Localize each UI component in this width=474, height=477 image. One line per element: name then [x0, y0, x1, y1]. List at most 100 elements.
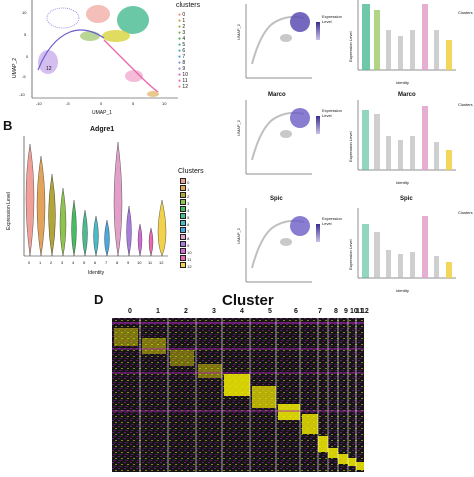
- violin-b-legend-item: 10: [180, 248, 220, 255]
- heatmap-col-label: 10: [350, 308, 358, 315]
- feature-violin-2: [356, 100, 456, 174]
- umap-y-tick-2: 0: [26, 54, 29, 59]
- umap-y-tick-4: -10: [19, 92, 25, 97]
- umap-legend-item: ● 9: [178, 66, 186, 72]
- umap-legend-item: ● 2: [178, 24, 186, 30]
- feature-umap-1-y: UMAP_2: [236, 23, 241, 40]
- feature-title-3: Spic: [270, 196, 283, 202]
- umap-x-tick-2: 0: [100, 101, 103, 106]
- umap-y-tick-0: 10: [22, 10, 27, 15]
- feature-violin-1: [356, 0, 456, 74]
- violin-b-legend-item: 5: [180, 213, 220, 220]
- panel-letter-d: D: [94, 292, 104, 307]
- feature-violin-1-x: Identity: [396, 80, 409, 85]
- violin-b-x-tick: 2: [50, 260, 53, 265]
- heatmap-col-label: 7: [318, 308, 322, 315]
- feature-violin-1-legend: Clusters: [458, 10, 473, 15]
- violin-b-x-tick: 1: [39, 260, 42, 265]
- heatmap-col-label: 11: [356, 308, 364, 315]
- umap-legend-item: ● 11: [178, 78, 188, 84]
- feature-umap-2: [242, 100, 312, 180]
- umap-legend-item: ● 6: [178, 48, 186, 54]
- heatmap-col-label: 9: [344, 308, 348, 315]
- umap-label-12: 12: [46, 66, 52, 72]
- umap-x-label: UMAP_1: [92, 110, 113, 116]
- violin-b-svg: [23, 136, 168, 257]
- heatmap-col-label: 6: [294, 308, 298, 315]
- panel-a-umap: 12 UMAP_1 UMAP_2 -10 -5 0 5 10 10 5 0 -5…: [8, 0, 238, 118]
- violin-b-x-tick: 3: [61, 260, 64, 265]
- violin-b-x-tick: 7: [105, 260, 108, 265]
- violin-b-legend-item: 3: [180, 199, 220, 206]
- heatmap-svg: [112, 318, 364, 472]
- feature-umap-3-y: UMAP_2: [236, 227, 241, 244]
- umap-legend-item: ● 3: [178, 30, 186, 36]
- umap-legend-item: ● 0: [178, 12, 186, 18]
- violin-b-x-tick: 8: [116, 260, 119, 265]
- violin-b-legend-item: 2: [180, 192, 220, 199]
- violin-b-x-ticks: 0 1 2 3 4 5 6 7 8 9 10 11 12: [26, 260, 176, 268]
- feature-legend-bar-2: [316, 116, 320, 134]
- violin-b-legend-item: 6: [180, 220, 220, 227]
- feature-violin-3-legend: Clusters: [458, 210, 473, 215]
- feature-legend-2: Expression Level: [322, 108, 342, 118]
- feature-violin-2-y: Expression Level: [348, 131, 353, 162]
- violin-b-plot: [18, 136, 168, 260]
- umap-legend-item: ● 7: [178, 54, 186, 60]
- umap-legend-item: ● 12: [178, 84, 188, 90]
- violin-b-x-tick: 9: [127, 260, 130, 265]
- violin-b-legend-title: Clusters: [178, 168, 204, 175]
- panel-letter-b: B: [3, 118, 13, 133]
- violin-b-x-tick: 4: [72, 260, 75, 265]
- violin-b-x-tick: 5: [83, 260, 86, 265]
- heatmap-grid: [112, 318, 364, 472]
- feature-violin-2-x: Identity: [396, 180, 409, 185]
- violin-b-legend-item: 8: [180, 234, 220, 241]
- feature-violin-3-x: Identity: [396, 288, 409, 293]
- umap-scatter: 12: [31, 0, 178, 99]
- feature-violin-3-y: Expression Level: [348, 239, 353, 270]
- heatmap-col-label: 8: [334, 308, 338, 315]
- heatmap-col-label: 3: [212, 308, 216, 315]
- heatmap-col-label: 5: [268, 308, 272, 315]
- feature-violin-3: [356, 208, 456, 282]
- umap-y-label: UMAP_2: [12, 57, 18, 78]
- violin-b-x-tick: 6: [94, 260, 97, 265]
- heatmap-column-labels: 0 1 2 3 4 5 6 7 8 9 10 11 12: [112, 308, 369, 318]
- feature-legend-3: Expression Level: [322, 216, 342, 226]
- feature-row-3: Spic Spic UMAP_2 Expression Level Expres…: [236, 196, 474, 300]
- violin-b-legend-item: 12: [180, 262, 220, 269]
- violin-b-legend-item: 9: [180, 241, 220, 248]
- feature-legend-bar-1: [316, 22, 320, 40]
- violin-b-legend-item: 4: [180, 206, 220, 213]
- umap-x-tick-4: 10: [162, 101, 167, 106]
- umap-legend-title: clusters: [176, 2, 201, 9]
- heatmap-col-label: 2: [184, 308, 188, 315]
- umap-legend-item: ● 10: [178, 72, 188, 78]
- umap-x-tick-0: -10: [36, 101, 42, 106]
- violin-b-legend-item: 7: [180, 227, 220, 234]
- violin-b-x-label: Identity: [88, 270, 105, 276]
- umap-x-tick-3: 5: [132, 101, 135, 106]
- heatmap-col-label: 0: [128, 308, 132, 315]
- umap-x-tick-1: -5: [66, 101, 70, 106]
- feature-row-2: Marco Marco UMAP_2 Expression Level Expr…: [236, 92, 474, 196]
- feature-violin-1-y: Expression Level: [348, 31, 353, 62]
- violin-b-x-tick: 0: [28, 260, 31, 265]
- feature-row-1: UMAP_2 Expression Level Expression Level…: [236, 0, 474, 92]
- umap-legend-item: ● 8: [178, 60, 186, 66]
- heatmap-col-label: 4: [240, 308, 244, 315]
- feature-umap-3: [242, 208, 312, 288]
- feature-violin-title-2: Marco: [398, 92, 416, 98]
- umap-y-tick-3: -5: [22, 74, 26, 79]
- umap-y-tick-1: 5: [24, 32, 27, 37]
- feature-violin-2-legend: Clusters: [458, 102, 473, 107]
- violin-b-legend: 0 1 2 3 4 5 6 7 8 9 10 11 12: [180, 178, 220, 269]
- umap-legend-item: ● 4: [178, 36, 186, 42]
- feature-umap-1: [242, 4, 312, 84]
- violin-b-y-label: Expression Level: [6, 191, 12, 230]
- heatmap-col-label: 12: [361, 308, 369, 315]
- violin-b-x-tick: 12: [159, 260, 164, 265]
- feature-umap-2-y: UMAP_2: [236, 119, 241, 136]
- violin-b-legend-item: 1: [180, 185, 220, 192]
